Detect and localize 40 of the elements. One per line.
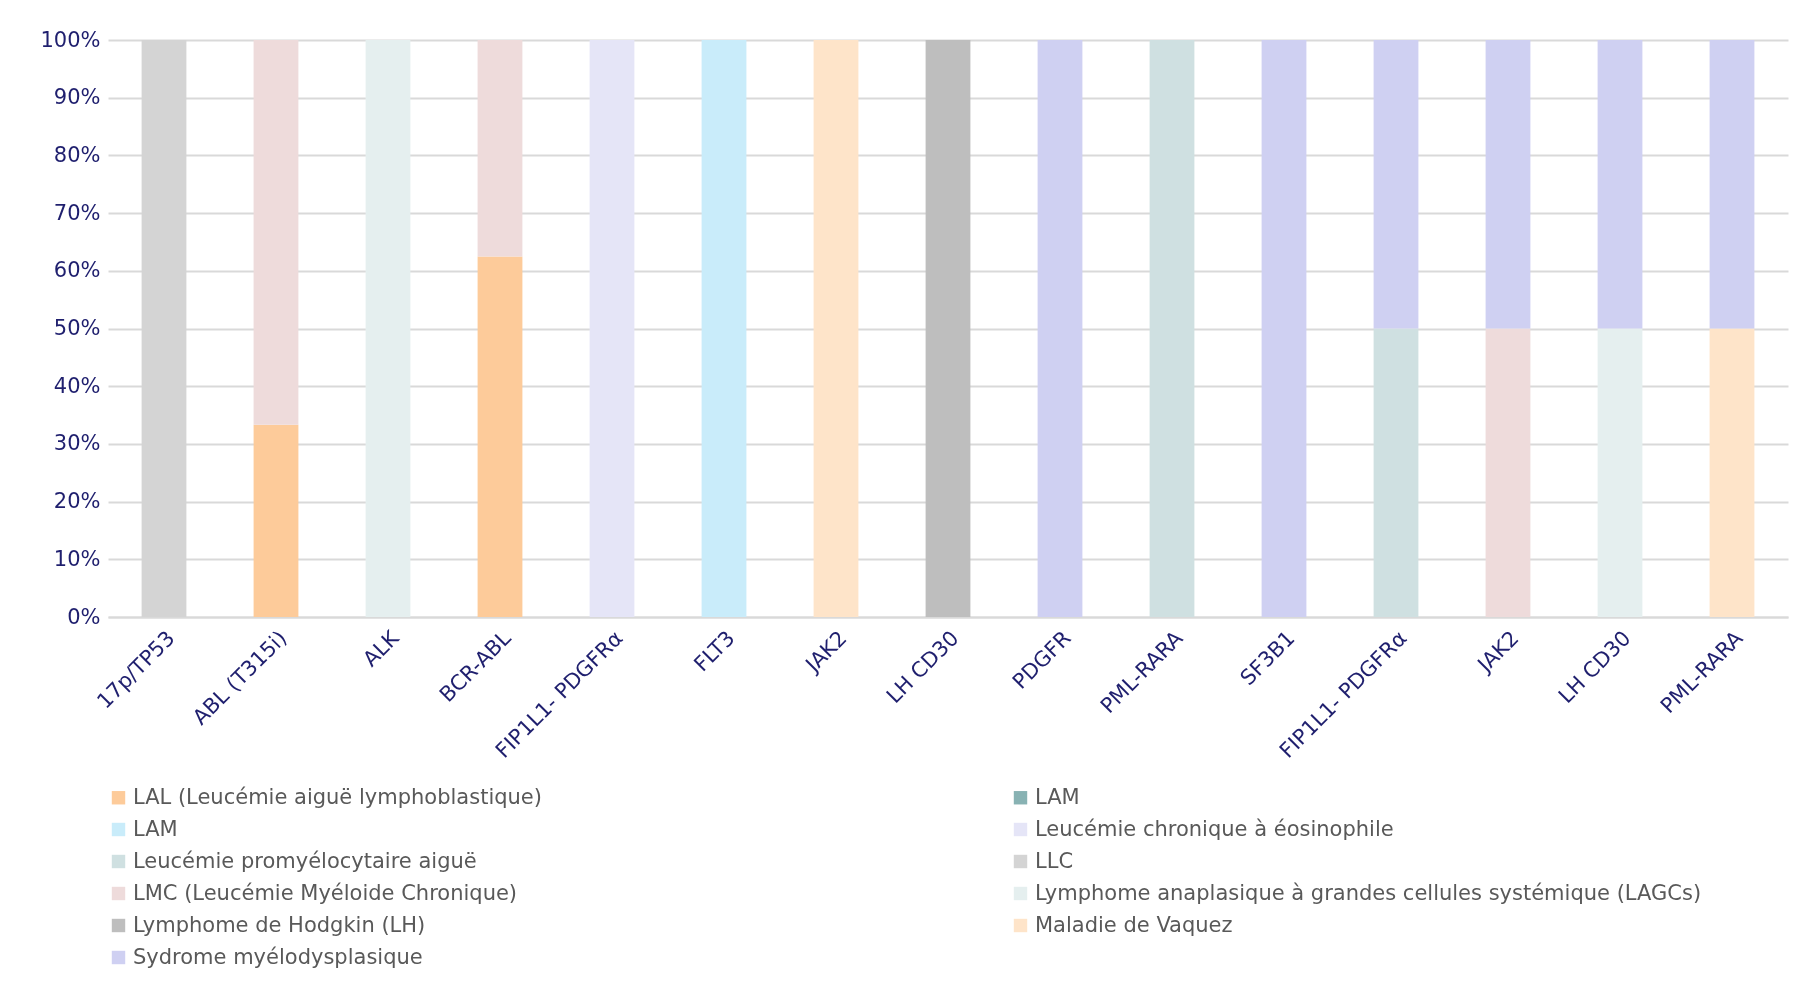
legend-label: Leucémie chronique à éosinophile <box>1035 816 1394 841</box>
y-tick-label: 80% <box>53 142 101 167</box>
y-tick-label: 50% <box>53 316 101 340</box>
bar <box>925 40 971 617</box>
y-tick-label: 30% <box>53 431 101 456</box>
legend-label: LAL (Leucémie aiguë lymphoblastique) <box>133 784 542 809</box>
y-tick-label: 60% <box>53 258 101 283</box>
legend-label: LAM <box>1035 784 1080 809</box>
legend-label: Lymphome anaplasique à grandes cellules systémique (LAGCs) <box>1035 880 1702 905</box>
bar <box>813 40 859 617</box>
bar <box>1709 328 1755 617</box>
bar <box>1485 40 1531 329</box>
legend-label: Sydrome myélodysplasique <box>133 944 423 969</box>
bar <box>1709 40 1755 329</box>
legend-label: Leucémie promyélocytaire aiguë <box>133 848 477 873</box>
bar <box>701 40 747 617</box>
legend-label: LLC <box>1035 848 1074 873</box>
bar <box>1037 40 1083 617</box>
bar <box>1597 328 1643 617</box>
bar <box>1373 40 1419 329</box>
y-tick-label: 100% <box>40 27 101 52</box>
y-tick-label: 0% <box>67 604 101 629</box>
bar <box>477 40 523 257</box>
legend-label: LAM <box>133 816 178 841</box>
y-tick-label: 70% <box>53 200 101 225</box>
y-tick-label: 90% <box>53 85 101 110</box>
bar <box>365 40 411 617</box>
bar <box>1261 40 1307 617</box>
bar <box>253 424 299 617</box>
bar <box>477 256 523 617</box>
y-tick-label: 20% <box>53 489 101 514</box>
y-tick-label: 10% <box>53 546 101 571</box>
legend-label: Maladie de Vaquez <box>1035 912 1233 937</box>
bar <box>1485 328 1531 617</box>
bar <box>589 40 635 617</box>
y-tick-label: 40% <box>53 373 101 398</box>
legend-label: LMC (Leucémie Myéloide Chronique) <box>133 880 518 905</box>
legend-label: Lymphome de Hodgkin (LH) <box>133 912 426 937</box>
bar <box>253 40 299 425</box>
bar <box>1597 40 1643 329</box>
